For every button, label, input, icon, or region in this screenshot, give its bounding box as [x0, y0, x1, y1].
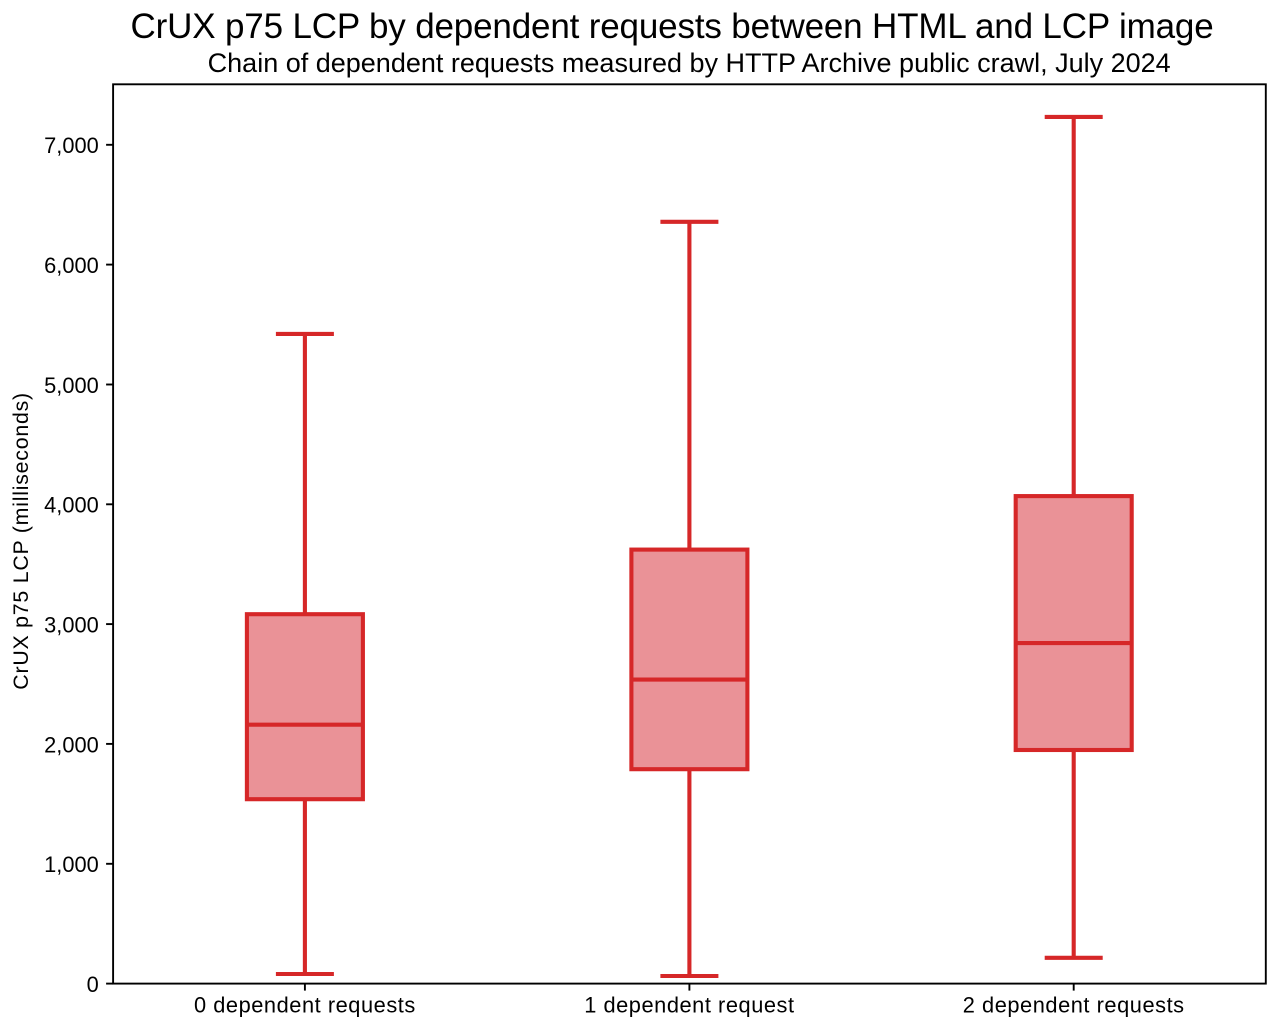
- svg-text:1,000: 1,000: [44, 852, 99, 877]
- svg-text:3,000: 3,000: [44, 613, 99, 638]
- svg-text:2 dependent requests: 2 dependent requests: [963, 993, 1185, 1018]
- svg-text:2,000: 2,000: [44, 732, 99, 757]
- svg-text:CrUX p75 LCP (milliseconds): CrUX p75 LCP (milliseconds): [9, 392, 33, 690]
- svg-text:0 dependent requests: 0 dependent requests: [194, 993, 416, 1018]
- svg-text:6,000: 6,000: [44, 253, 99, 278]
- svg-text:5,000: 5,000: [44, 373, 99, 398]
- svg-text:1 dependent request: 1 dependent request: [584, 993, 794, 1018]
- svg-text:7,000: 7,000: [44, 133, 99, 158]
- svg-text:0: 0: [87, 972, 99, 997]
- svg-text:Chain of dependent requests me: Chain of dependent requests measured by …: [208, 48, 1171, 78]
- svg-text:CrUX p75 LCP by dependent requ: CrUX p75 LCP by dependent requests betwe…: [130, 7, 1213, 46]
- svg-text:4,000: 4,000: [44, 493, 99, 518]
